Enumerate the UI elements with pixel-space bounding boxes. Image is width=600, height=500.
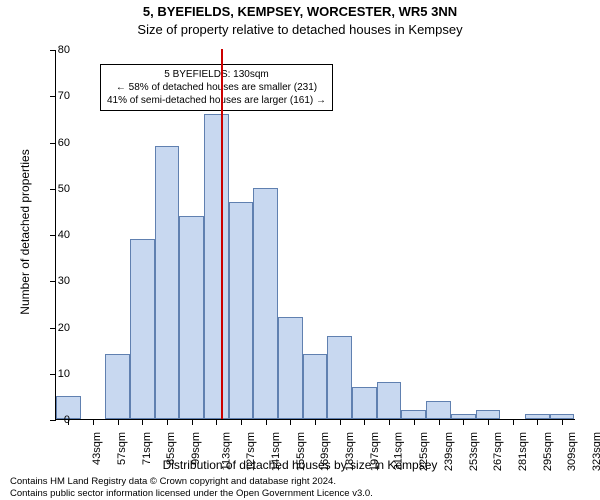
x-tick-label: 169sqm [320, 432, 332, 471]
y-tick [50, 235, 56, 236]
x-tick-label: 127sqm [246, 432, 258, 471]
x-tick-label: 183sqm [344, 432, 356, 471]
title-line2: Size of property relative to detached ho… [0, 22, 600, 37]
x-tick-label: 141sqm [270, 432, 282, 471]
x-tick [93, 419, 94, 425]
x-tick-label: 197sqm [369, 432, 381, 471]
x-tick [266, 419, 267, 425]
footer-line2: Contains public sector information licen… [10, 488, 373, 499]
x-tick-label: 155sqm [295, 432, 307, 471]
y-tick-label: 70 [58, 90, 70, 102]
x-tick [216, 419, 217, 425]
y-tick-label: 50 [58, 183, 70, 195]
y-axis-title: Number of detached properties [18, 132, 32, 332]
y-tick [50, 420, 56, 421]
chart-container: 5, BYEFIELDS, KEMPSEY, WORCESTER, WR5 3N… [0, 0, 600, 500]
x-tick-label: 323sqm [591, 432, 600, 471]
histogram-bar [278, 317, 303, 419]
annotation-box: 5 BYEFIELDS: 130sqm← 58% of detached hou… [100, 64, 333, 111]
x-tick [439, 419, 440, 425]
y-tick [50, 374, 56, 375]
x-tick [389, 419, 390, 425]
histogram-bar [204, 114, 229, 419]
histogram-bar [377, 382, 402, 419]
y-tick [50, 189, 56, 190]
x-tick-label: 253sqm [468, 432, 480, 471]
histogram-bar [426, 401, 451, 420]
x-tick-label: 57sqm [116, 432, 128, 465]
x-tick [241, 419, 242, 425]
x-tick-label: 113sqm [220, 432, 232, 470]
histogram-bar [105, 354, 130, 419]
chart-area: 5 BYEFIELDS: 130sqm← 58% of detached hou… [55, 50, 575, 420]
x-tick-label: 43sqm [91, 432, 103, 465]
histogram-bar [130, 239, 155, 419]
x-tick-label: 85sqm [165, 432, 177, 465]
y-tick-label: 0 [64, 414, 70, 426]
footer-line1: Contains HM Land Registry data © Crown c… [10, 476, 336, 487]
histogram-bar [327, 336, 352, 419]
histogram-bar [401, 410, 426, 419]
x-tick [340, 419, 341, 425]
x-tick-label: 239sqm [443, 432, 455, 471]
x-tick [290, 419, 291, 425]
histogram-bar [179, 216, 204, 420]
x-tick [488, 419, 489, 425]
x-tick [513, 419, 514, 425]
x-tick-label: 281sqm [517, 432, 529, 471]
annotation-line: 41% of semi-detached houses are larger (… [107, 94, 326, 107]
reference-line [221, 49, 223, 419]
x-tick [315, 419, 316, 425]
histogram-bar [229, 202, 254, 419]
y-tick-label: 30 [58, 275, 70, 287]
x-tick [414, 419, 415, 425]
x-tick-label: 71sqm [141, 432, 153, 465]
annotation-line: 5 BYEFIELDS: 130sqm [107, 68, 326, 81]
x-tick [364, 419, 365, 425]
histogram-bar [451, 414, 476, 419]
x-tick-label: 211sqm [393, 432, 405, 470]
x-tick [192, 419, 193, 425]
x-tick-label: 99sqm [190, 432, 202, 465]
y-tick [50, 328, 56, 329]
x-tick [118, 419, 119, 425]
y-tick-label: 80 [58, 44, 70, 56]
x-tick-label: 225sqm [418, 432, 430, 471]
title-line1: 5, BYEFIELDS, KEMPSEY, WORCESTER, WR5 3N… [0, 4, 600, 19]
y-tick [50, 281, 56, 282]
y-tick-label: 60 [58, 137, 70, 149]
y-tick-label: 10 [58, 368, 70, 380]
x-tick [142, 419, 143, 425]
x-tick-label: 295sqm [542, 432, 554, 471]
histogram-bar [155, 146, 180, 419]
x-tick [537, 419, 538, 425]
x-tick-label: 309sqm [566, 432, 578, 471]
y-tick [50, 96, 56, 97]
histogram-bar [550, 414, 575, 419]
x-tick [463, 419, 464, 425]
y-tick [50, 143, 56, 144]
y-tick-label: 40 [58, 229, 70, 241]
annotation-line: ← 58% of detached houses are smaller (23… [107, 81, 326, 94]
histogram-bar [303, 354, 328, 419]
histogram-bar [525, 414, 550, 419]
y-tick [50, 50, 56, 51]
histogram-bar [352, 387, 377, 419]
histogram-bar [476, 410, 501, 419]
x-tick [562, 419, 563, 425]
y-tick-label: 20 [58, 322, 70, 334]
x-tick [167, 419, 168, 425]
x-tick-label: 267sqm [492, 432, 504, 471]
histogram-bar [253, 188, 278, 419]
